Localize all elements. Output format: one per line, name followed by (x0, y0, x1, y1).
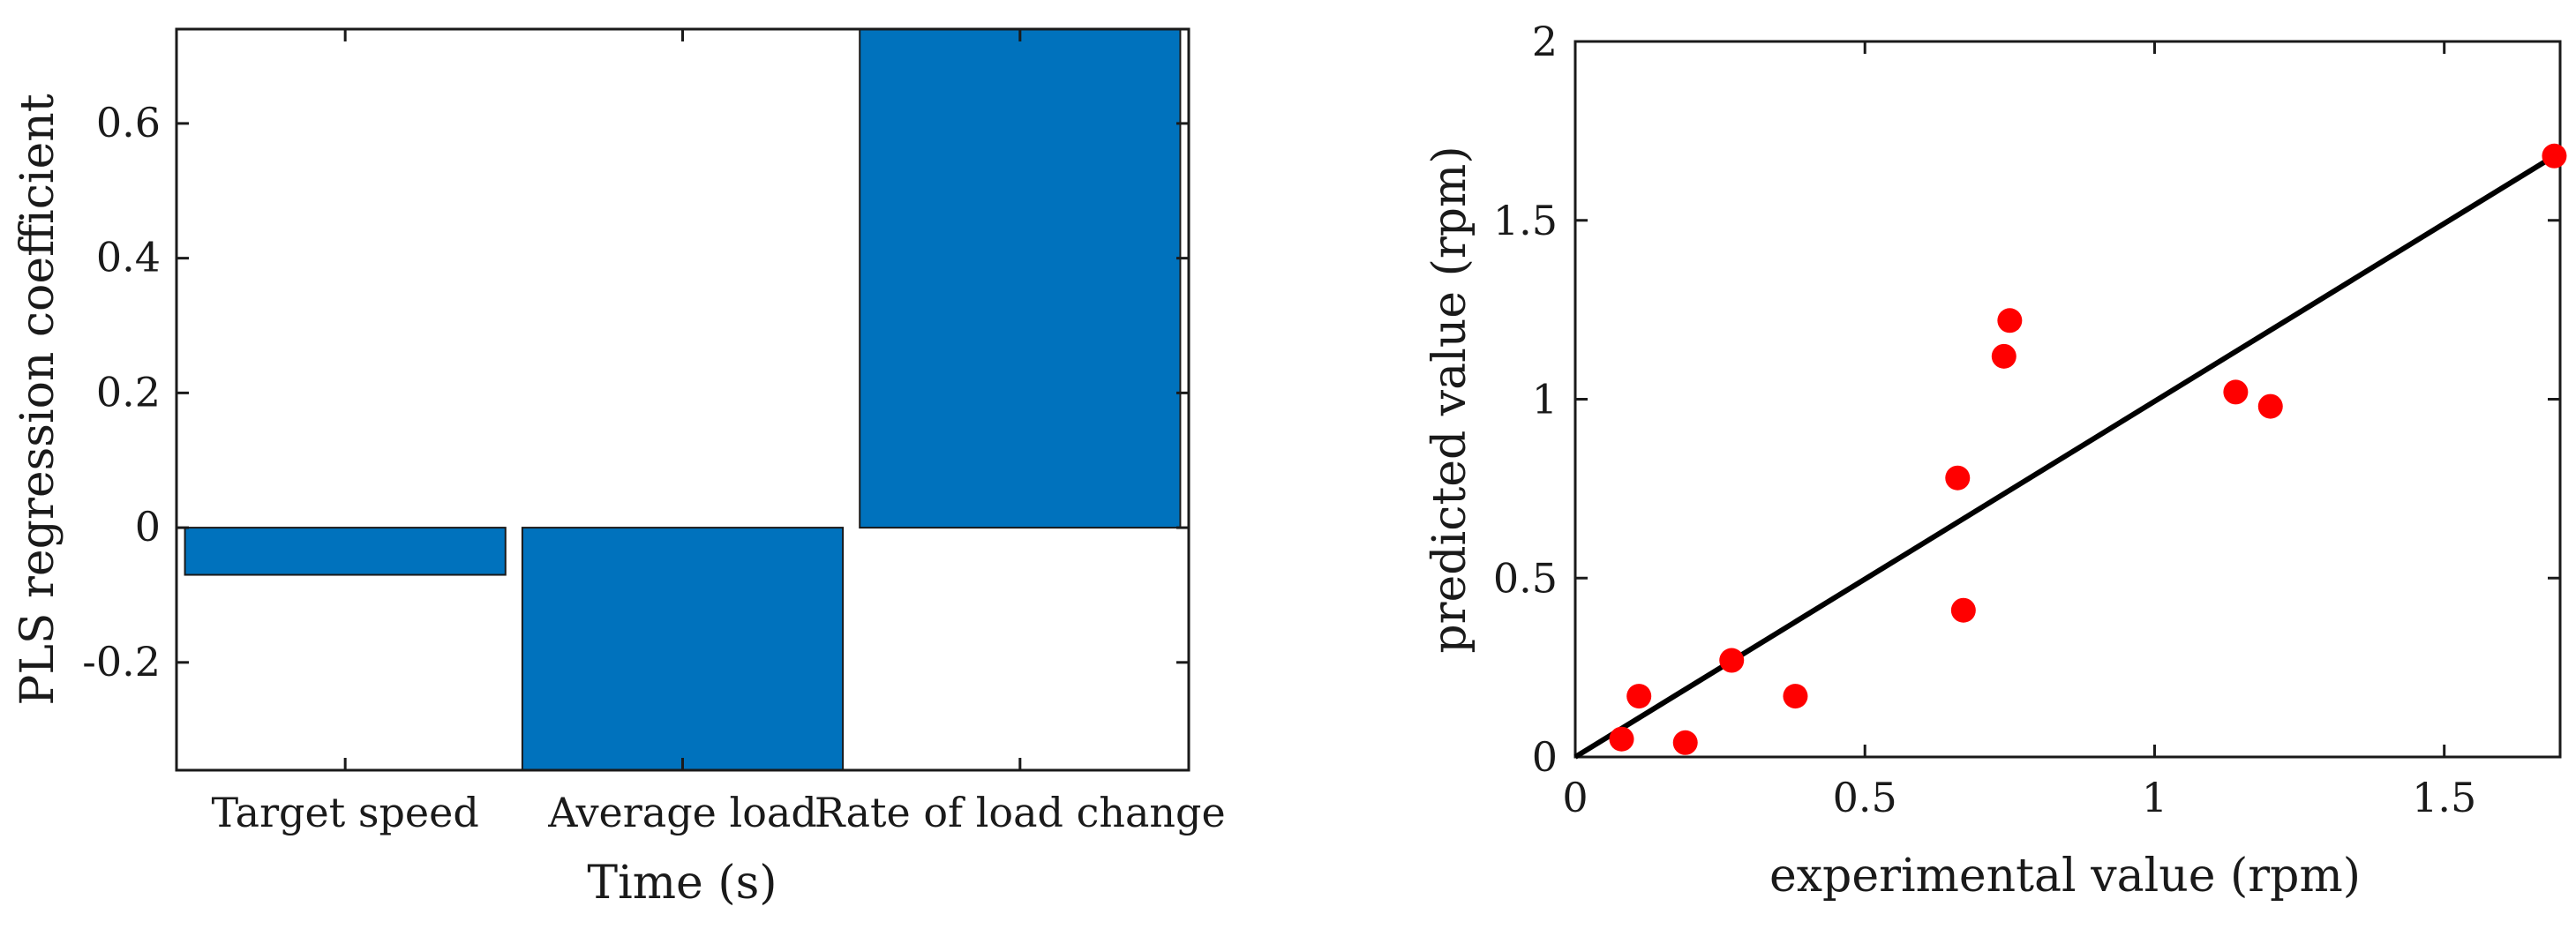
scatter-point (1719, 648, 1745, 673)
bar-ytick-label: -0.2 (82, 638, 161, 686)
bar-ytick-label: 0 (135, 503, 161, 551)
bar-ytick-label: 0.4 (96, 234, 161, 281)
scatter-point (2257, 393, 2283, 419)
scatter-point (1945, 465, 1971, 491)
scatter-point (1609, 726, 1634, 752)
bar-average-load (521, 527, 845, 771)
scatter-xlabel: experimental value (rpm) (1769, 850, 2361, 903)
bar-category-label: Rate of load change (815, 789, 1226, 836)
bar-xlabel: Time (s) (587, 857, 777, 910)
scatter-point (2542, 143, 2567, 169)
scatter-ytick-label: 2 (1532, 18, 1558, 65)
scatter-ytick-label: 0.5 (1493, 554, 1558, 602)
scatter-xtick-label: 1 (2142, 774, 2167, 821)
bar-category-label: Average load (547, 789, 817, 836)
scatter-point (1783, 684, 1808, 709)
bar-category-label: Target speed (212, 789, 479, 836)
scatter-xtick-label: 1.5 (2412, 774, 2476, 821)
scatter-ytick-label: 1 (1532, 376, 1558, 423)
scatter-point (1626, 684, 1652, 709)
scatter-point (1672, 730, 1698, 755)
bar-ytick-label: 0.2 (96, 368, 161, 416)
scatter-ytick-label: 1.5 (1493, 197, 1558, 244)
scatter-xtick-label: 0.5 (1833, 774, 1897, 821)
scatter-xtick-label: 0 (1562, 774, 1588, 821)
bar-ytick-label: 0.6 (96, 99, 161, 146)
scatter-point (1997, 308, 2023, 333)
bar-rate-of-load-change (859, 28, 1182, 529)
scatter-point (1950, 597, 1976, 623)
scatter-ylabel: predicted value (rpm) (1423, 146, 1476, 653)
bar-target-speed (184, 527, 507, 576)
scatter-ytick-label: 0 (1532, 733, 1558, 781)
scatter-chart: 0 0.5 1 1.5 0 0.5 1 1.5 2 experimental value (rp… (1423, 18, 2567, 903)
bar-ylabel: PLS regression coefficient (11, 94, 64, 705)
scatter-point (1991, 343, 2016, 369)
scatter-point (2223, 379, 2249, 405)
